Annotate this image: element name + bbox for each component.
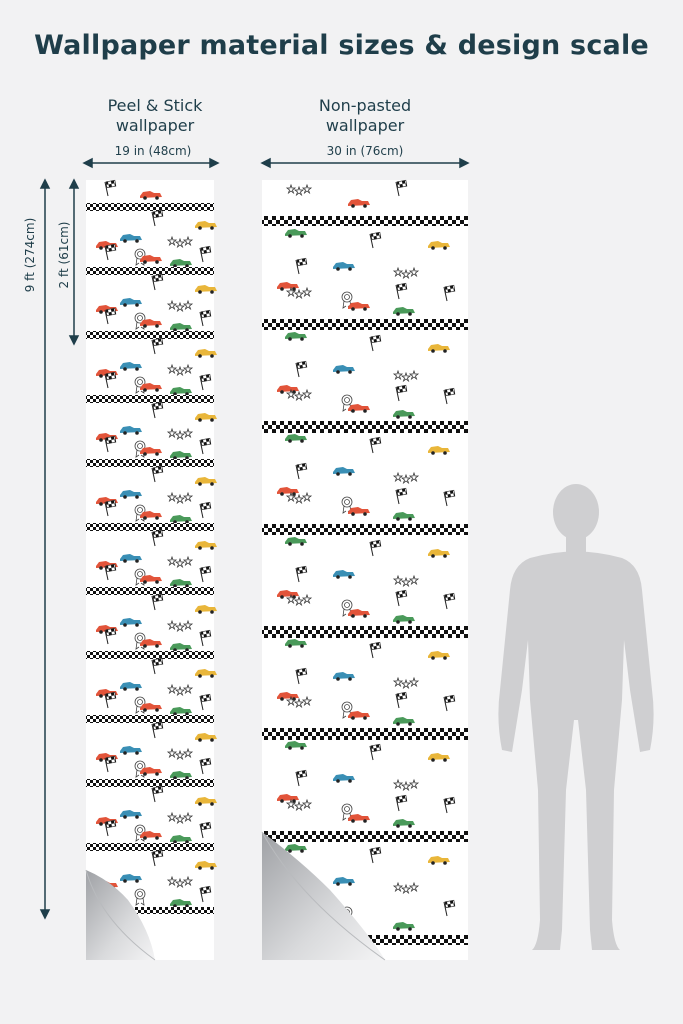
width-arrow-non-pasted	[260, 157, 470, 169]
peel-stick-panel	[85, 179, 217, 961]
non-pasted-width-label: 30 in (76cm)	[326, 144, 404, 158]
peel-stick-label: Peel & Stick wallpaper	[80, 96, 230, 136]
human-silhouette-icon	[498, 484, 654, 950]
repeat-height-arrow	[68, 178, 80, 346]
non-pasted-curl	[262, 832, 385, 960]
peel-stick-name: Peel & Stick	[107, 96, 203, 115]
non-pasted-name-line2: wallpaper	[325, 116, 405, 135]
non-pasted-panel	[261, 179, 468, 961]
peel-stick-curl	[86, 870, 155, 960]
page-title: Wallpaper material sizes & design scale	[34, 30, 649, 61]
non-pasted-name: Non-pasted	[318, 96, 412, 115]
total-height-arrow	[39, 178, 51, 920]
non-pasted-label: Non-pasted wallpaper	[290, 96, 440, 136]
peel-stick-width-label: 19 in (48cm)	[114, 144, 192, 158]
peel-stick-name-line2: wallpaper	[115, 116, 195, 135]
width-arrow-peel-stick	[82, 157, 220, 169]
